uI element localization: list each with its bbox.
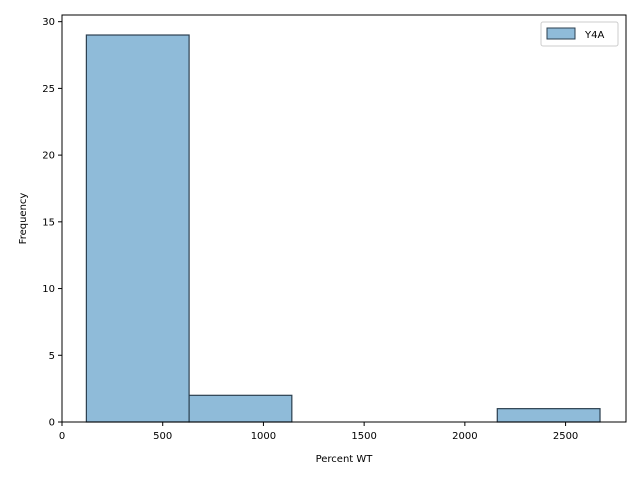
x-tick-label: 500	[153, 431, 172, 442]
y-tick-label: 0	[49, 418, 55, 429]
x-tick-label: 1000	[251, 431, 276, 442]
y-tick-label: 30	[42, 17, 55, 28]
y-axis-ticks: 0 5 10 15 20 25 30	[42, 17, 62, 429]
legend: Y4A	[540, 21, 619, 47]
histogram-bar-1	[188, 394, 293, 423]
histogram-bars	[85, 34, 601, 423]
legend-swatch	[546, 27, 576, 40]
x-tick-label: 0	[59, 431, 65, 442]
histogram-bar-0	[85, 34, 190, 423]
histogram-bar-4	[496, 408, 601, 423]
x-tick-label: 2000	[452, 431, 477, 442]
axes-frame	[61, 14, 627, 423]
y-tick-label: 25	[42, 84, 55, 95]
y-tick-label: 10	[42, 284, 55, 295]
y-tick-label: 15	[42, 217, 55, 228]
y-tick-label: 5	[49, 351, 55, 362]
x-axis-ticks: 0 500 1000 1500 2000 2500	[59, 422, 578, 442]
y-tick-label: 20	[42, 151, 55, 162]
x-tick-label: 2500	[553, 431, 578, 442]
x-tick-label: 1500	[351, 431, 376, 442]
y-axis-label: Frequency	[18, 193, 29, 245]
legend-label: Y4A	[584, 30, 604, 41]
x-axis-label: Percent WT	[316, 454, 374, 465]
